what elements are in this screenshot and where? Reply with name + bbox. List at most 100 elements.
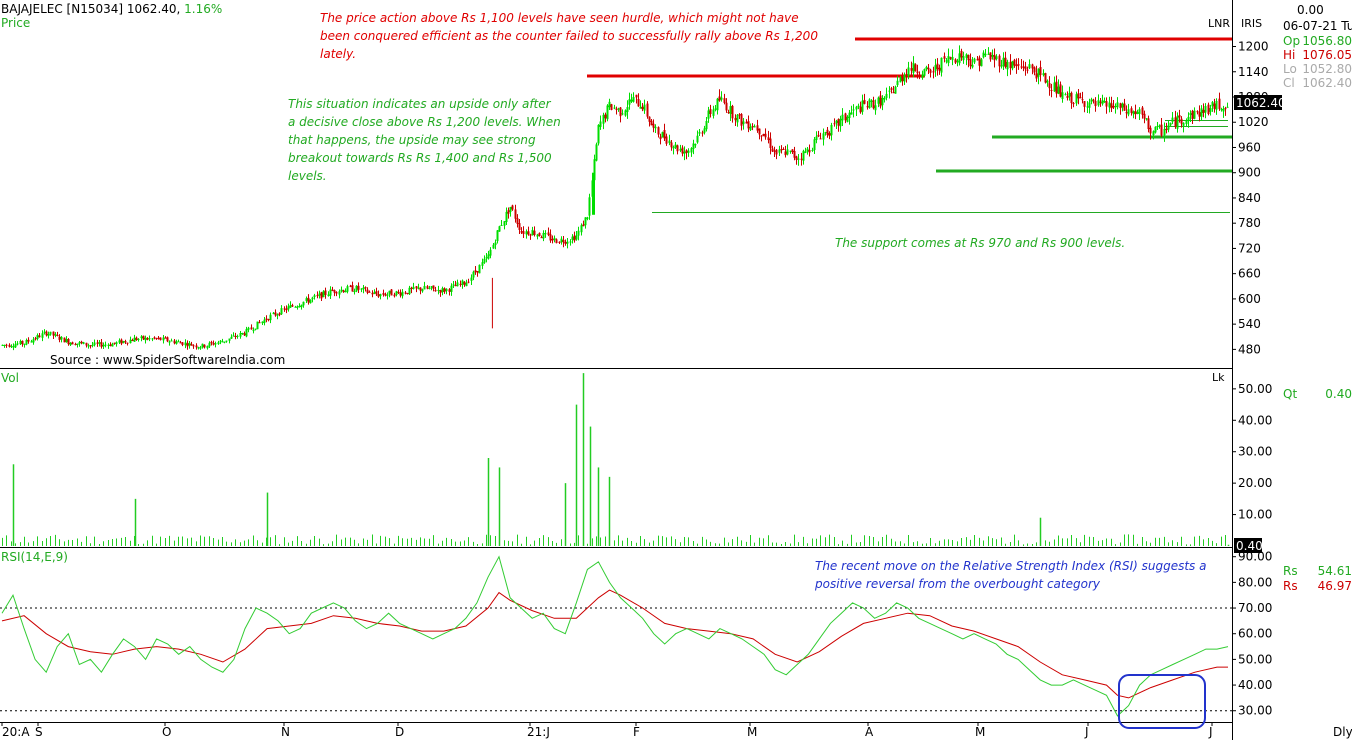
candle-body xyxy=(243,333,246,336)
candle-body xyxy=(993,54,996,61)
candle-body xyxy=(1136,112,1139,114)
candle-body xyxy=(1002,57,1005,67)
candle-body xyxy=(555,239,558,244)
candle-body xyxy=(41,333,44,338)
candle-body xyxy=(1105,101,1108,107)
candle-body xyxy=(1044,73,1047,83)
candle-body xyxy=(1182,122,1185,126)
candle-body xyxy=(749,126,752,131)
candle-body xyxy=(1180,118,1183,124)
candle-body xyxy=(476,271,479,273)
candle-body xyxy=(1119,103,1122,109)
candle-body xyxy=(164,337,167,339)
candle-body xyxy=(417,287,420,289)
candle-body xyxy=(762,134,765,136)
price-tick-label: 720 xyxy=(1238,241,1261,255)
candle-body xyxy=(210,341,213,344)
candle-body xyxy=(199,347,202,349)
candle-body xyxy=(1125,112,1128,114)
candle-body xyxy=(529,234,532,236)
candle-body xyxy=(27,339,30,342)
candle-body xyxy=(725,102,728,111)
candle-body xyxy=(1083,101,1086,107)
candle-body xyxy=(445,288,448,292)
candle-body xyxy=(918,75,921,77)
candle-body xyxy=(1079,97,1082,99)
candle-body xyxy=(184,342,187,346)
candle-body xyxy=(1204,106,1207,113)
candle-body xyxy=(408,287,411,295)
candle-body xyxy=(368,291,371,293)
candle-body xyxy=(916,71,919,74)
candle-body xyxy=(1055,81,1058,94)
candle-body xyxy=(894,86,897,94)
candle-body xyxy=(366,289,369,293)
candle-body xyxy=(362,287,365,290)
candle-body xyxy=(826,129,829,135)
candle-body xyxy=(786,149,789,155)
candle-body xyxy=(608,101,611,108)
candle-body xyxy=(769,138,772,149)
candle-body xyxy=(879,95,882,107)
candle-body xyxy=(254,328,257,330)
candle-body xyxy=(195,345,198,348)
candle-body xyxy=(379,294,382,297)
candle-body xyxy=(441,288,444,292)
candle-body xyxy=(1070,92,1073,104)
candle-body xyxy=(1077,93,1080,99)
candle-body xyxy=(808,149,811,153)
candle-body xyxy=(542,232,545,239)
candle-body xyxy=(38,335,41,338)
candle-body xyxy=(1196,111,1199,113)
candle-body xyxy=(463,281,466,285)
candle-body xyxy=(815,136,818,140)
candle-body xyxy=(720,97,723,100)
candle-body xyxy=(470,277,473,281)
candle-body xyxy=(947,56,950,64)
volume-tag: 0.40 xyxy=(1236,539,1263,553)
candle-body xyxy=(364,287,367,289)
candle-body xyxy=(434,289,437,292)
candle-body xyxy=(384,294,387,296)
candle-body xyxy=(124,341,127,343)
candle-body xyxy=(1145,118,1148,120)
candle-body xyxy=(888,90,891,92)
candle-body xyxy=(729,106,732,115)
candle-body xyxy=(595,144,598,161)
source-label: Source : www.SpiderSoftwareIndia.com xyxy=(50,353,285,367)
candle-body xyxy=(285,308,288,311)
candle-body xyxy=(1028,64,1031,69)
candle-body xyxy=(549,234,552,241)
candle-body xyxy=(839,118,842,127)
time-tick-label: M xyxy=(975,725,985,739)
candle-body xyxy=(903,74,906,82)
candle-body xyxy=(283,308,286,310)
candle-body xyxy=(951,56,954,61)
candle-body xyxy=(588,197,591,216)
candle-body xyxy=(652,123,655,128)
candle-body xyxy=(111,343,114,347)
candle-body xyxy=(1075,94,1078,104)
candle-body xyxy=(252,330,255,332)
candle-body xyxy=(456,282,459,287)
time-tick-label: N xyxy=(281,725,290,739)
lnr-label: LNR xyxy=(1208,17,1230,30)
volume-tag-bg xyxy=(1234,538,1262,553)
candle-body xyxy=(1097,100,1100,106)
candle-body xyxy=(212,343,215,345)
panel-frame xyxy=(0,0,1233,740)
candle-body xyxy=(687,150,690,153)
rsi-tick-label: 60.00 xyxy=(1238,627,1272,641)
time-tick-label: A xyxy=(865,725,874,739)
qt-label: Qt xyxy=(1283,387,1297,401)
candle-body xyxy=(1026,69,1029,71)
candle-body xyxy=(584,217,587,226)
candle-body xyxy=(258,322,261,324)
candle-body xyxy=(991,55,994,57)
candle-body xyxy=(74,344,77,346)
candle-body xyxy=(727,112,730,114)
candle-body xyxy=(802,150,805,161)
candle-body xyxy=(896,80,899,86)
candle-body xyxy=(1132,111,1135,115)
candle-body xyxy=(261,321,264,324)
